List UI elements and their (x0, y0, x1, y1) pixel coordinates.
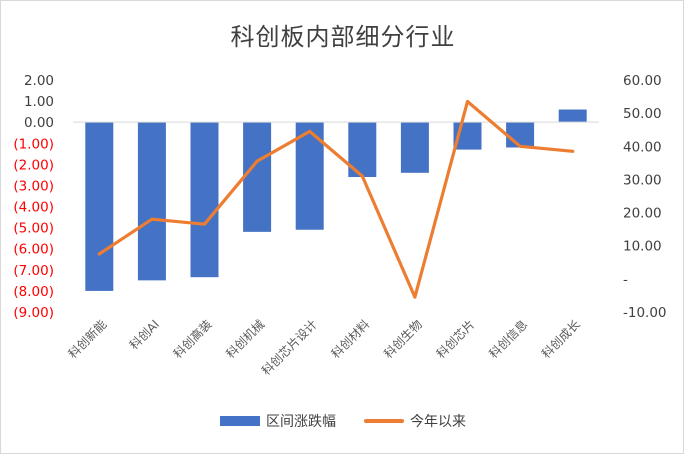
line-point (518, 144, 522, 148)
right-axis: 60.00 50.00 40.00 30.00 20.00 10.00 - -10.00 (623, 73, 667, 321)
category-label: 科创AI (127, 317, 162, 352)
left-tick-label: (9.00) (13, 305, 54, 321)
left-tick-label: (3.00) (13, 178, 54, 194)
left-tick-label: (5.00) (13, 221, 54, 237)
legend-swatch-bar (220, 416, 260, 426)
legend-item-line: 今年以来 (364, 411, 466, 431)
bar (190, 122, 219, 278)
left-tick-label: 1.00 (24, 94, 54, 110)
category-label: 科创信息 (486, 317, 531, 362)
legend: 区间涨跌幅 今年以来 (1, 411, 684, 431)
line-path (97, 99, 575, 299)
category-label: 科创生物 (381, 317, 425, 361)
right-tick-label: 50.00 (623, 106, 662, 122)
line-point (308, 129, 312, 133)
line-point (413, 295, 417, 299)
category-label: 科创机械 (223, 317, 268, 362)
bar (85, 122, 114, 291)
line-point (150, 217, 154, 221)
left-tick-label: (4.00) (13, 200, 54, 216)
bar-series (73, 109, 599, 291)
right-tick-label: -10.00 (623, 305, 667, 321)
category-label: 科创芯片 (434, 317, 478, 361)
category-label: 科创高装 (170, 317, 215, 362)
left-tick-label: (8.00) (13, 284, 54, 300)
legend-label-line: 今年以来 (410, 414, 466, 430)
legend-item-bar: 区间涨跌幅 (220, 411, 336, 431)
right-tick-label: 30.00 (623, 172, 662, 188)
right-tick-label: 20.00 (623, 206, 662, 222)
right-tick-label: 60.00 (623, 73, 662, 89)
left-tick-label: (7.00) (13, 263, 54, 279)
bar (137, 122, 166, 281)
left-tick-label: (6.00) (13, 242, 54, 258)
right-tick-label: - (623, 272, 628, 288)
bar (243, 122, 272, 232)
legend-swatch-line (364, 419, 404, 423)
legend-label-bar: 区间涨跌幅 (266, 414, 336, 430)
left-tick-label: 2.00 (24, 73, 54, 89)
right-tick-label: 10.00 (623, 239, 662, 255)
left-tick-label: (1.00) (13, 136, 54, 152)
line-point (255, 159, 259, 163)
right-tick-label: 40.00 (623, 139, 662, 155)
line-point (466, 100, 469, 104)
left-tick-label: (2.00) (13, 157, 54, 173)
line-point (203, 222, 206, 226)
bar (400, 122, 429, 173)
bar (558, 109, 587, 123)
line-point (360, 174, 364, 178)
category-label: 科创芯片设计 (259, 317, 320, 378)
category-label: 科创材料 (329, 317, 373, 361)
line-point (571, 149, 575, 153)
line-series (97, 99, 575, 299)
left-axis: 2.00 1.00 0.00 (1.00) (2.00) (3.00) (4.00) (5.0… (13, 73, 54, 321)
line-point (97, 252, 101, 256)
left-tick-label: 0.00 (24, 115, 54, 131)
category-label: 科创成长 (539, 317, 583, 361)
chart-title: 科创板内部细分行业 (230, 23, 456, 51)
bar (506, 122, 535, 148)
category-label: 科创新能 (65, 317, 110, 362)
